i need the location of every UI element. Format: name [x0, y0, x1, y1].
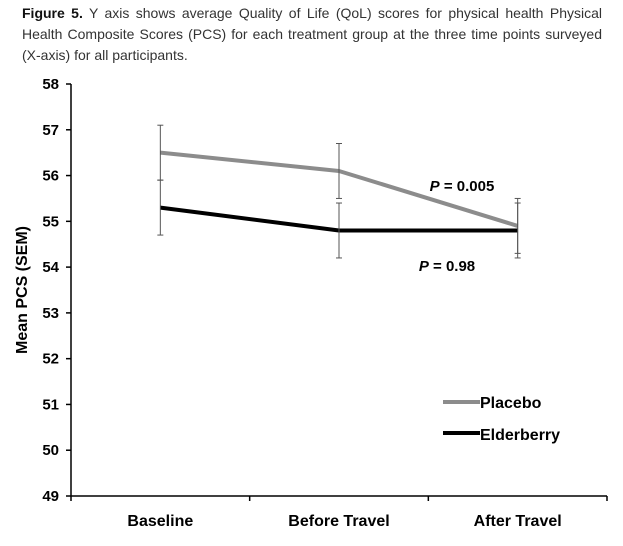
p-value-elderberry-prefix: P	[419, 258, 430, 275]
y-axis-title: Mean PCS (SEM)	[14, 226, 31, 354]
series-layer	[157, 124, 521, 259]
x-axis-ticks: Baseline Before Travel After Travel	[70, 496, 608, 530]
p-value-elderberry-text: = 0.98	[429, 258, 475, 275]
y-tick-label: 51	[42, 396, 59, 413]
legend-elderberry-label: Elderberry	[480, 427, 560, 444]
y-tick-label: 57	[42, 122, 59, 139]
figure-caption-text: Y axis shows average Quality of Life (Qo…	[22, 5, 602, 63]
p-value-annotation-placebo: P = 0.005	[430, 178, 495, 195]
figure-caption: Figure 5. Y axis shows average Quality o…	[22, 3, 602, 66]
y-axis-ticks: 49 50 51 52 53 54 55 56 57 58	[42, 76, 71, 505]
legend-placebo-label: Placebo	[480, 395, 542, 412]
x-category-label: After Travel	[474, 513, 562, 530]
y-tick-label: 52	[42, 351, 59, 368]
figure-label: Figure 5.	[22, 5, 83, 21]
p-value-placebo-prefix: P	[430, 178, 441, 195]
y-tick-label: 56	[42, 168, 59, 185]
p-value-annotation-elderberry: P = 0.98	[419, 258, 475, 275]
y-tick-label: 58	[42, 76, 59, 93]
x-category-label: Baseline	[127, 513, 193, 530]
chart-legend: Placebo Elderberry	[443, 395, 560, 444]
y-tick-label: 49	[42, 488, 59, 505]
p-value-placebo-text: = 0.005	[440, 178, 495, 195]
y-tick-label: 54	[42, 259, 59, 276]
series-elderberry	[157, 179, 521, 259]
y-tick-label: 55	[42, 213, 59, 230]
x-category-label: Before Travel	[288, 513, 389, 530]
y-tick-label: 50	[42, 442, 59, 459]
y-tick-label: 53	[42, 305, 59, 322]
